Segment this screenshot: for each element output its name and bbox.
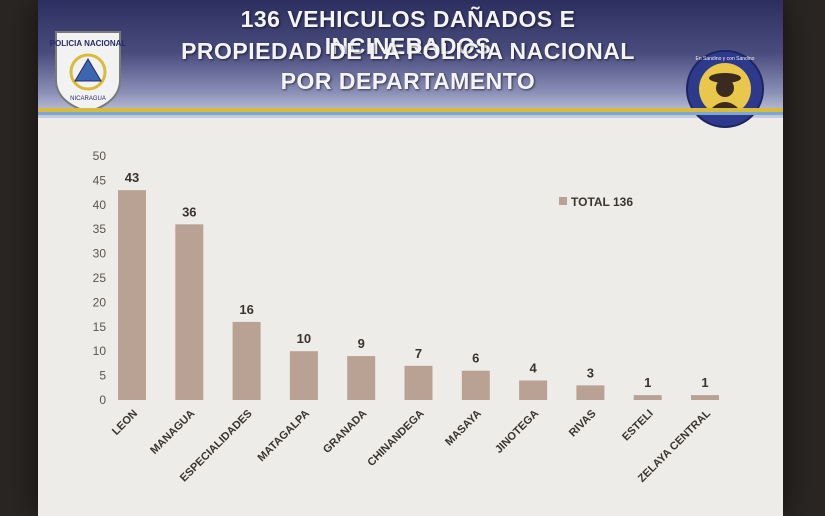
y-tick-label: 15 [93,320,107,334]
data-label: 3 [587,365,594,380]
category-label: MATAGALPA [256,408,312,464]
bar [691,395,719,400]
banner-yellow-stripe [38,108,783,112]
legend-label: TOTAL 136 [571,195,633,209]
y-tick-label: 50 [93,149,107,163]
y-tick-label: 40 [93,198,107,212]
emblem-motto: En Sandino y con Sandino [696,56,755,62]
category-label: ESTELI [620,408,656,444]
y-tick-label: 35 [93,222,107,236]
data-label: 10 [297,331,311,346]
data-label: 16 [239,302,253,317]
title-line-1: 136 VEHICULOS DAÑADOS E INCINERADOS [240,6,576,59]
emblem-sublabel: NICARAGUA [70,96,106,102]
data-label: 9 [358,336,365,351]
data-label: 4 [529,360,537,375]
data-label: 36 [182,204,196,219]
police-shield-emblem: POLICIA NACIONAL NICARAGUA [50,26,126,119]
category-label: MANAGUA [148,408,197,457]
y-tick-label: 20 [93,295,107,309]
bar [118,190,146,400]
data-label: 6 [472,351,479,366]
title-line-2: PROPIEDAD DE LA POLICIA NACIONAL [181,38,635,64]
y-tick-label: 10 [93,344,107,358]
y-tick-label: 0 [99,393,106,407]
bar [289,351,318,400]
bar-chart: 0510152025303540455043LEON36MANAGUA16ESP… [93,149,719,485]
bar [633,395,662,400]
category-label: CHINANDEGA [365,408,426,469]
category-label: RIVAS [567,408,599,440]
bar [576,385,605,400]
data-label: 7 [415,346,422,361]
slide-banner: 136 VEHICULOS DAÑADOS E INCINERADOS PROP… [38,0,783,128]
legend-swatch [559,197,567,205]
data-label: 1 [701,375,708,390]
bar [461,370,490,400]
bar [175,224,204,400]
y-tick-label: 45 [93,173,107,187]
category-label: LEON [110,408,140,438]
bar [347,356,376,400]
bar [232,321,261,400]
title-line-3: POR DEPARTAMENTO [280,68,536,94]
y-tick-label: 5 [99,369,106,383]
data-label: 43 [125,170,139,185]
bar [404,365,433,400]
category-label: MASAYA [443,408,484,449]
presentation-slide: 136 VEHICULOS DAÑADOS E INCINERADOS PROP… [38,0,783,516]
category-label: JINOTEGA [493,408,541,456]
banner-blue-stripe [38,112,783,115]
y-tick-label: 30 [93,247,107,261]
bar [519,380,548,400]
emblem-label: POLICIA NACIONAL [50,39,126,48]
category-label: GRANADA [321,408,369,456]
y-tick-label: 25 [93,271,107,285]
data-label: 1 [644,375,651,390]
